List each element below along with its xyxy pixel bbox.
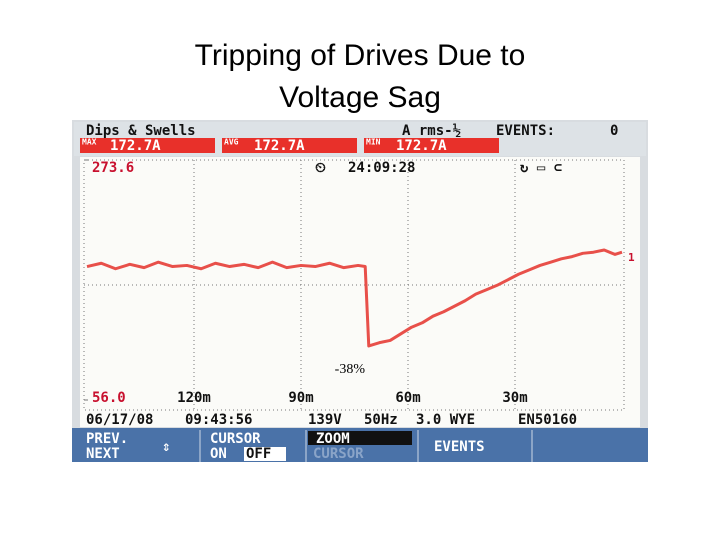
softkey-icon: ⇕ bbox=[162, 439, 170, 455]
max-box bbox=[80, 138, 215, 153]
softkey[interactable]: EVENTS bbox=[434, 439, 485, 455]
min-value: 172.7A bbox=[396, 138, 447, 154]
events-label: EVENTS: bbox=[496, 123, 555, 139]
series-marker: 1 bbox=[628, 251, 635, 264]
avg-label: AVG bbox=[224, 138, 239, 147]
footer-frequency: 50Hz bbox=[364, 412, 398, 428]
max-label: MAX bbox=[82, 138, 97, 147]
footer-standard: EN50160 bbox=[518, 412, 577, 428]
softkey[interactable]: PREV. bbox=[86, 431, 128, 447]
measure: A rms-½ bbox=[402, 123, 461, 139]
annotation: -38% bbox=[335, 362, 366, 377]
min-box bbox=[364, 138, 499, 153]
softkey[interactable]: CURSOR bbox=[313, 446, 364, 462]
softkey[interactable]: ZOOM bbox=[316, 431, 350, 447]
y-tick-label: 56.0 bbox=[92, 390, 126, 406]
footer-voltage: 139V bbox=[308, 412, 342, 428]
softkey[interactable]: NEXT bbox=[86, 446, 120, 462]
events-count: 0 bbox=[610, 123, 618, 139]
max-value: 172.7A bbox=[110, 138, 161, 154]
x-tick-label: 120m bbox=[177, 390, 211, 406]
footer-start: 09:43:56 bbox=[185, 412, 252, 428]
softkey-highlight bbox=[308, 431, 412, 445]
status-icons: ↻ ▭ ⊂ bbox=[520, 160, 562, 176]
trend-plot: 120m 90m 60m 30m 56.0 273.6 1 -38% bbox=[84, 159, 635, 410]
footer-date: 06/17/08 bbox=[86, 412, 153, 428]
plot-frame bbox=[83, 159, 625, 411]
clock-icon: ⏲ bbox=[315, 160, 326, 176]
device-screen: Dips & Swells A rms-½ EVENTS: 0 MAX 172.… bbox=[72, 120, 648, 462]
softkey[interactable]: OFF bbox=[246, 446, 271, 462]
x-tick-label: 30m bbox=[502, 390, 527, 406]
softkey[interactable]: ON bbox=[210, 446, 227, 462]
min-label: MIN bbox=[366, 138, 381, 147]
footer-config: 3.0 WYE bbox=[416, 412, 475, 428]
x-tick-label: 60m bbox=[395, 390, 420, 406]
slide-title: Voltage Sag bbox=[279, 81, 441, 114]
mode: Dips & Swells bbox=[86, 123, 196, 139]
avg-value: 172.7A bbox=[254, 138, 305, 154]
y-tick-label: 273.6 bbox=[92, 160, 134, 176]
trace bbox=[86, 248, 623, 348]
plot-bg bbox=[80, 157, 640, 427]
softkey-highlight bbox=[244, 447, 286, 461]
softkey[interactable]: CURSOR bbox=[210, 431, 261, 447]
time: 24:09:28 bbox=[348, 160, 415, 176]
slide-title: Tripping of Drives Due to bbox=[195, 39, 526, 72]
avg-box bbox=[222, 138, 357, 153]
x-tick-label: 90m bbox=[288, 390, 313, 406]
